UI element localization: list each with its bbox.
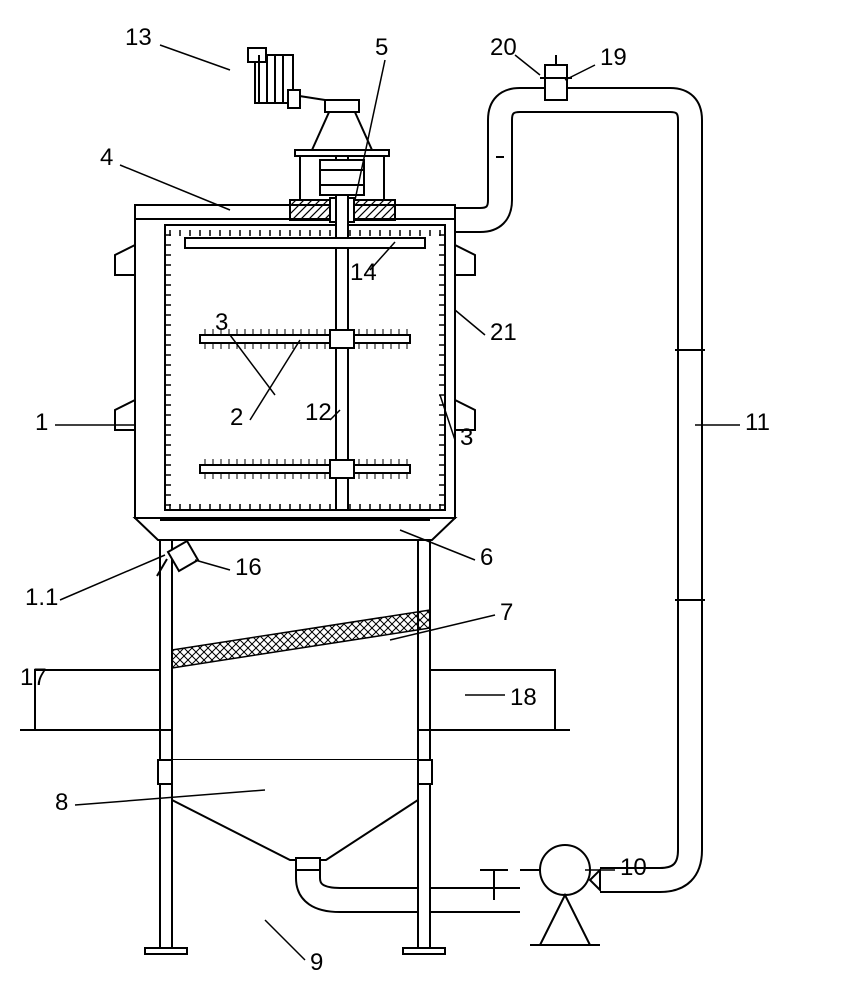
label-20: 20 bbox=[490, 34, 517, 61]
top-plate bbox=[135, 198, 455, 222]
label-16: 16 bbox=[235, 554, 262, 581]
label-12: 12 bbox=[305, 399, 332, 426]
label-7: 7 bbox=[500, 599, 513, 626]
label-13: 13 bbox=[125, 24, 152, 51]
label-14: 14 bbox=[350, 259, 377, 286]
label-10: 10 bbox=[620, 854, 647, 881]
engineering-diagram: 1 1.1 2 3 3 4 5 6 7 8 9 10 11 12 13 14 1… bbox=[0, 0, 867, 1000]
label-17: 17 bbox=[20, 664, 47, 691]
collection-hopper bbox=[172, 670, 418, 870]
label-9: 9 bbox=[310, 949, 323, 976]
right-outlet-box bbox=[418, 670, 570, 730]
label-1-1: 1.1 bbox=[25, 584, 58, 611]
label-6: 6 bbox=[480, 544, 493, 571]
label-3b: 3 bbox=[460, 424, 473, 451]
label-3a: 3 bbox=[215, 309, 228, 336]
motor-assembly bbox=[248, 48, 389, 200]
blower bbox=[520, 845, 600, 945]
label-19: 19 bbox=[600, 44, 627, 71]
top-inlet bbox=[540, 55, 572, 100]
label-11: 11 bbox=[745, 409, 770, 436]
label-2: 2 bbox=[230, 404, 243, 431]
label-21: 21 bbox=[490, 319, 517, 346]
label-4: 4 bbox=[100, 144, 113, 171]
label-5: 5 bbox=[375, 34, 388, 61]
label-8: 8 bbox=[55, 789, 68, 816]
outer-vessel bbox=[115, 218, 475, 540]
label-1: 1 bbox=[35, 409, 48, 436]
label-18: 18 bbox=[510, 684, 537, 711]
